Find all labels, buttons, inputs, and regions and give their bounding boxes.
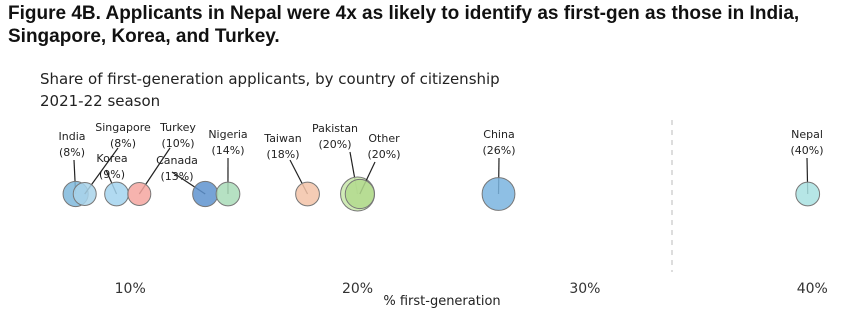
point-label: Nigeria [208, 128, 247, 141]
point-label: Canada [156, 154, 198, 167]
value-label: (8%) [110, 137, 136, 150]
value-label: (26%) [482, 144, 515, 157]
value-label: (14%) [211, 144, 244, 157]
value-label: (8%) [59, 146, 85, 159]
point-label: India [59, 130, 86, 143]
point-label: Pakistan [312, 122, 358, 135]
value-label: (13%) [160, 170, 193, 183]
subtitle: Share of first-generation applicants, by… [40, 70, 500, 88]
point [295, 181, 320, 207]
chart-title: Figure 4B. Applicants in Nepal were 4x a… [8, 3, 800, 47]
point-label: Singapore [95, 121, 151, 134]
subtitle: 2021-22 season [40, 92, 160, 110]
point-label: China [483, 128, 514, 141]
x-axis-label: % first-generation [383, 294, 500, 309]
x-tick-label: 20% [342, 281, 373, 297]
point [127, 182, 152, 206]
point [72, 182, 97, 206]
point-label: Other [368, 132, 400, 145]
point [344, 178, 375, 210]
point-label: Korea [96, 152, 127, 165]
point [192, 180, 219, 208]
point-label: Nepal [791, 128, 823, 141]
value-label: (10%) [161, 137, 194, 150]
point-label: Turkey [159, 121, 196, 134]
value-label: (20%) [318, 138, 351, 151]
x-tick-label: 10% [115, 281, 146, 297]
point-label: Taiwan [263, 132, 301, 145]
point [795, 181, 821, 207]
value-label: (18%) [266, 148, 299, 161]
x-tick-label: 30% [569, 281, 600, 297]
value-label: (20%) [367, 148, 400, 161]
x-tick-label: 40% [797, 281, 828, 297]
value-label: (9%) [99, 168, 125, 181]
point [215, 181, 241, 207]
point [104, 181, 129, 207]
value-label: (40%) [790, 144, 823, 157]
point [481, 177, 516, 211]
